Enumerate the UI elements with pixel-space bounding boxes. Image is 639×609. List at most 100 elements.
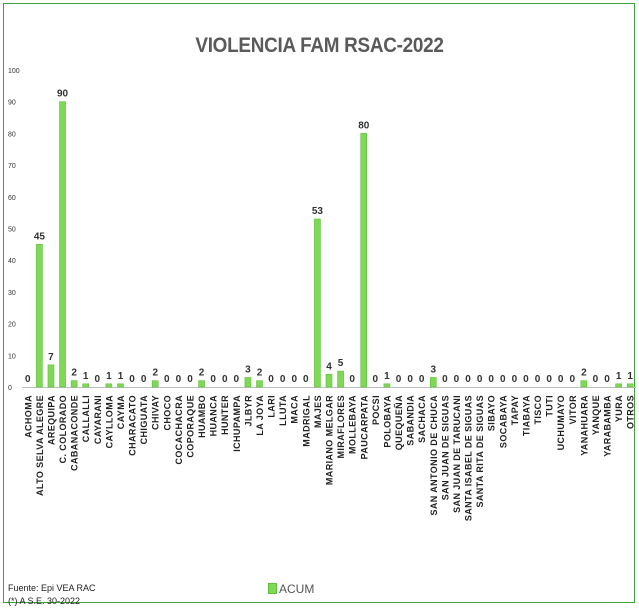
x-tick-label: CAYARANI (93, 395, 103, 444)
data-label: 0 (535, 374, 541, 385)
bar (198, 380, 205, 388)
x-tick-label: C. COLORADO (58, 395, 68, 463)
data-label: 1 (384, 371, 390, 382)
data-label: 90 (57, 89, 69, 100)
data-label: 0 (95, 374, 101, 385)
chart-frame (3, 3, 635, 603)
bar (337, 370, 344, 388)
data-label: 1 (106, 371, 112, 382)
data-label: 0 (25, 374, 31, 385)
x-tick-label: CHOCO (162, 395, 172, 431)
data-label: 0 (488, 374, 494, 385)
x-tick-label: CABANACONDE (70, 395, 80, 471)
bar (314, 218, 321, 388)
data-label: 1 (83, 371, 89, 382)
data-label: 4 (326, 361, 332, 372)
x-tick-label: YANAHUARA (579, 395, 589, 456)
x-tick-label: MARIANO MELGAR (325, 395, 335, 485)
y-tick-label: 80 (8, 131, 16, 138)
data-label: 3 (430, 364, 436, 375)
x-tick-label: SAN ANTONIO DE CHUCA (429, 395, 439, 516)
y-tick-label: 40 (8, 258, 16, 265)
x-tick-label: YANQUE (591, 395, 601, 435)
x-tick-label: COCACHACRA (174, 395, 184, 465)
bar (70, 380, 78, 388)
x-tick-label: CAYLLOMA (104, 395, 114, 448)
bar (615, 383, 622, 388)
data-label: 0 (523, 374, 529, 385)
data-label: 0 (176, 374, 182, 385)
x-tick-label: ACHOMA (23, 395, 33, 438)
x-tick-label: MOLLEBAYA (348, 395, 358, 454)
data-label: 53 (312, 206, 324, 217)
x-tick-label: QUEQUEÑA (394, 395, 404, 450)
y-tick-label: 90 (8, 100, 16, 107)
data-label: 45 (34, 231, 46, 242)
x-tick-label: CHARACATO (128, 395, 138, 456)
x-tick-label: AREQUIPA (46, 395, 56, 445)
data-label: 0 (442, 374, 448, 385)
x-tick-label: ALTO SELVA ALEGRE (35, 395, 45, 496)
x-tick-label: PAUCARPATA (359, 395, 369, 459)
x-tick-label: SANTA RITA DE SIGUAS (475, 395, 485, 508)
x-tick-label: POCSI (371, 395, 381, 425)
data-label: 0 (187, 374, 193, 385)
x-tick-label: POLOBAYA (382, 395, 392, 448)
x-tick-label: SOCABAYA (498, 395, 508, 448)
legend-label: ACUM (279, 582, 315, 596)
data-label: 0 (303, 374, 309, 385)
bar (580, 380, 588, 388)
y-tick-label: 70 (8, 163, 16, 170)
data-label: 0 (604, 374, 610, 385)
data-label: 0 (349, 374, 355, 385)
x-tick-label: TAPAY (510, 395, 520, 425)
bar (47, 364, 55, 388)
x-tick-label: YARABAMBA (603, 395, 613, 457)
data-label: 1 (627, 371, 633, 382)
x-tick-label: ICHUPAMPA (232, 395, 242, 452)
source-note: Fuente: Epi VEA RAC (8, 583, 96, 593)
x-tick-label: MADRIGAL (301, 395, 311, 447)
x-tick-label: CHIGUATA (139, 395, 149, 444)
data-label: 0 (477, 374, 483, 385)
bar (151, 380, 159, 388)
x-tick-label: SACHACA (417, 395, 427, 443)
x-tick-label: HUANCA (209, 395, 219, 436)
data-label: 0 (291, 374, 297, 385)
data-label: 2 (152, 368, 158, 379)
x-tick-label: COPORAQUE (185, 395, 195, 458)
bar (626, 383, 634, 388)
data-label: 0 (164, 374, 170, 385)
x-tick-label: LLUTA (278, 395, 288, 426)
data-label: 0 (210, 374, 216, 385)
data-label: 3 (245, 364, 251, 375)
y-tick-label: 60 (8, 195, 16, 202)
bar (82, 383, 90, 388)
data-label: 0 (373, 374, 379, 385)
bar (383, 383, 391, 388)
footnote: (*) A S.E. 30-2022 (8, 596, 81, 606)
data-label: 0 (593, 374, 599, 385)
y-tick-label: 10 (8, 353, 16, 360)
x-tick-label: JLBYR (243, 395, 253, 427)
bar (244, 377, 252, 388)
data-label: 2 (71, 368, 77, 379)
data-label: 0 (454, 374, 460, 385)
x-tick-label: VITOR (568, 395, 578, 424)
y-tick-label: 30 (8, 290, 16, 297)
data-label: 0 (129, 374, 135, 385)
x-tick-label: TIABAYA (521, 395, 531, 436)
bar (59, 101, 66, 388)
bar (256, 380, 263, 388)
data-label: 1 (118, 371, 124, 382)
bar (429, 377, 437, 388)
data-label: 0 (407, 374, 413, 385)
x-tick-label: UCHUMAYO (556, 395, 566, 450)
y-tick-label: 0 (8, 385, 12, 392)
data-label: 7 (48, 352, 54, 363)
data-label: 1 (616, 371, 622, 382)
data-label: 0 (234, 374, 240, 385)
data-label: 0 (141, 374, 147, 385)
x-tick-label: TISCO (533, 395, 543, 425)
x-tick-label: CHIVAY (151, 395, 161, 430)
